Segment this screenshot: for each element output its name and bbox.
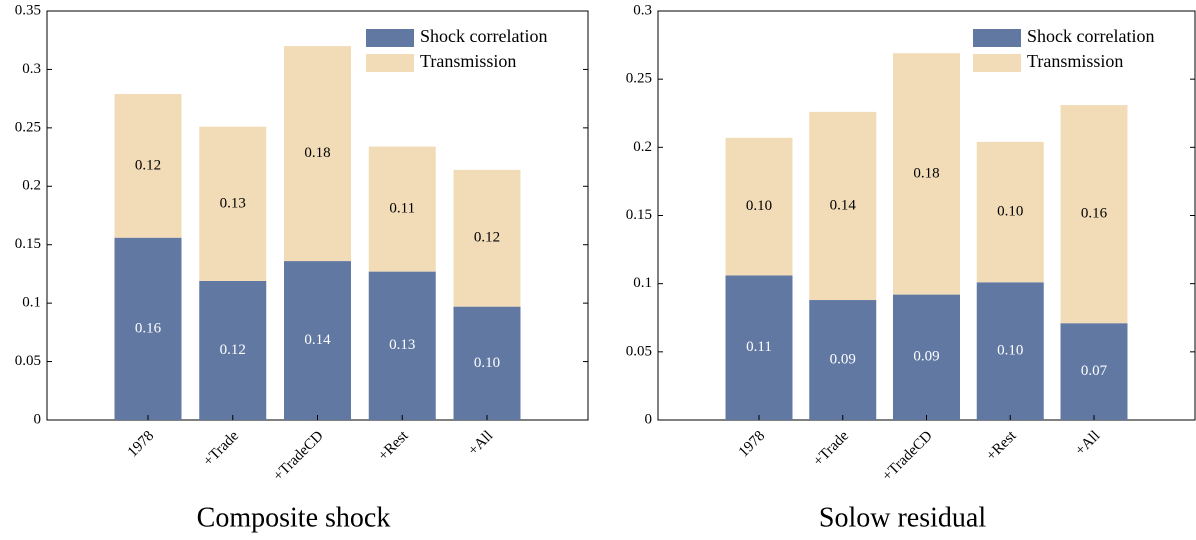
legend-label: Shock correlation xyxy=(420,26,547,46)
bar-segment xyxy=(199,280,267,420)
value-label: 0.16 xyxy=(135,320,162,336)
y-tick-label: 0 xyxy=(645,411,653,427)
legend-swatch xyxy=(366,54,414,72)
bar-segment xyxy=(1060,323,1128,420)
value-label: 0.11 xyxy=(746,339,772,355)
x-tick-label: +TradeCD xyxy=(879,428,936,485)
value-label: 0.14 xyxy=(830,197,857,213)
x-tick-label: +Rest xyxy=(375,427,412,464)
value-label: 0.10 xyxy=(474,355,500,371)
panel-title: Composite shock xyxy=(197,502,391,533)
bar-segment xyxy=(893,53,960,295)
legend-swatch xyxy=(366,29,414,47)
value-label: 0.10 xyxy=(997,204,1023,220)
x-tick-label: +All xyxy=(1072,428,1103,459)
x-tick-label: +All xyxy=(465,428,496,459)
y-tick-label: 0.3 xyxy=(22,61,41,77)
bar-segment xyxy=(725,137,793,276)
y-tick-label: 0.15 xyxy=(626,207,652,223)
y-tick-label: 0.1 xyxy=(633,275,652,291)
value-label: 0.14 xyxy=(304,332,331,348)
y-tick-label: 0.2 xyxy=(22,178,41,194)
legend-swatch xyxy=(973,54,1021,72)
bar-segment xyxy=(976,282,1044,420)
y-tick-label: 0.05 xyxy=(15,353,41,369)
y-tick-label: 0.2 xyxy=(633,139,652,155)
bar-segment xyxy=(725,275,793,420)
value-label: 0.12 xyxy=(220,342,246,358)
bar-segment xyxy=(453,306,521,420)
bar-segment xyxy=(114,237,182,420)
y-tick-label: 0.3 xyxy=(633,2,652,18)
x-tick-label: +Trade xyxy=(810,428,852,470)
y-tick-label: 0.1 xyxy=(22,295,41,311)
y-tick-label: 0 xyxy=(34,411,42,427)
legend-label: Transmission xyxy=(1027,51,1123,71)
bar-segment xyxy=(809,111,877,301)
value-label: 0.12 xyxy=(474,230,500,246)
legend-label: Transmission xyxy=(420,51,516,71)
x-tick-label: +Trade xyxy=(200,428,242,470)
bar-segment xyxy=(453,169,521,307)
value-label: 0.13 xyxy=(389,337,415,353)
bar-segment xyxy=(199,126,267,281)
y-tick-label: 0.05 xyxy=(626,343,652,359)
value-label: 0.07 xyxy=(1081,363,1108,379)
y-tick-label: 0.15 xyxy=(15,236,41,252)
value-label: 0.11 xyxy=(389,201,415,217)
bar-segment xyxy=(284,261,351,420)
y-tick-label: 0.25 xyxy=(15,119,41,135)
bar-segment xyxy=(976,141,1044,283)
value-label: 0.09 xyxy=(913,349,939,365)
panel-title: Solow residual xyxy=(819,502,986,533)
bar-segment xyxy=(893,294,960,420)
y-tick-label: 0.25 xyxy=(626,71,652,87)
x-tick-label: +Rest xyxy=(983,427,1020,464)
bar-segment xyxy=(1060,105,1128,324)
x-tick-label: +TradeCD xyxy=(270,428,327,485)
bar-segment xyxy=(368,271,436,420)
legend-swatch xyxy=(973,29,1021,47)
value-label: 0.09 xyxy=(830,351,856,367)
y-tick-label: 0.35 xyxy=(15,2,41,18)
value-label: 0.10 xyxy=(997,343,1023,359)
value-label: 0.18 xyxy=(913,165,939,181)
value-label: 0.12 xyxy=(135,157,161,173)
x-tick-label: 1978 xyxy=(125,428,158,461)
bar-segment xyxy=(368,146,436,272)
value-label: 0.13 xyxy=(220,195,246,211)
bar-segment xyxy=(284,46,351,262)
x-tick-label: 1978 xyxy=(736,428,769,461)
bar-segment xyxy=(809,300,877,420)
value-label: 0.16 xyxy=(1081,206,1108,222)
bar-segment xyxy=(114,93,182,238)
value-label: 0.10 xyxy=(746,198,772,214)
value-label: 0.18 xyxy=(304,145,330,161)
legend-label: Shock correlation xyxy=(1027,26,1154,46)
